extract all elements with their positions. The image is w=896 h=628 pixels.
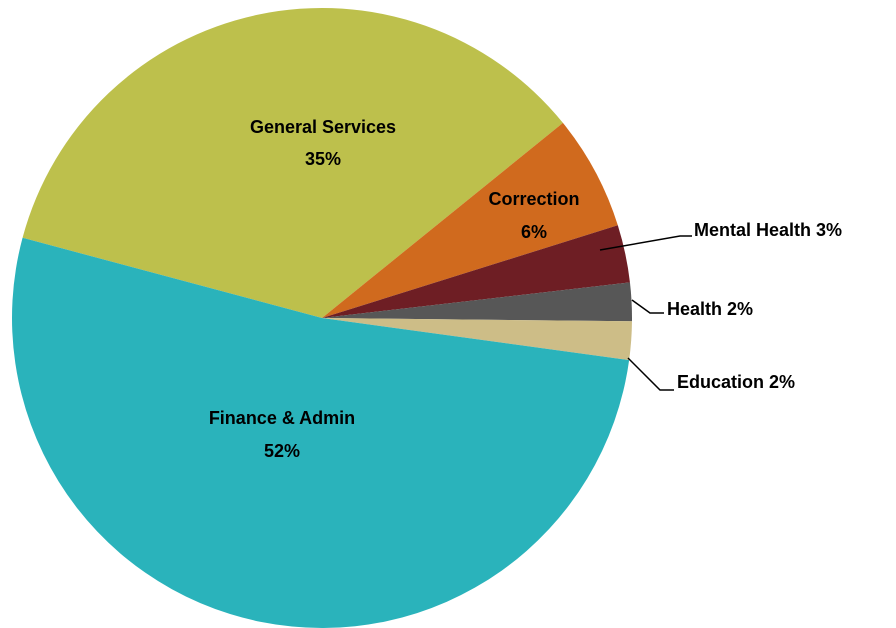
slice-value-label: 3%	[816, 220, 842, 240]
slice-label: Mental Health	[694, 220, 811, 240]
slice-label: General Services	[250, 117, 396, 137]
pie-slice	[322, 318, 632, 361]
pie-slice	[12, 237, 630, 628]
slice-value-label: 2%	[769, 372, 795, 392]
pie-slice	[22, 8, 563, 318]
slice-label: Education	[677, 372, 764, 392]
slice-value-label: 6%	[521, 222, 547, 242]
slice-label: Health	[667, 299, 722, 319]
slice-label: Finance & Admin	[209, 408, 355, 428]
slice-label: Correction	[488, 189, 579, 209]
pie-slice	[322, 282, 632, 322]
slice-label-group: Mental Health 3%	[694, 220, 842, 240]
leader-line	[627, 357, 674, 391]
slice-value-label: 2%	[727, 299, 753, 319]
leader-line	[631, 299, 664, 314]
pie-slice	[322, 122, 618, 318]
pie-slice	[322, 225, 630, 318]
slice-label-group: Health 2%	[667, 299, 753, 319]
slice-value-label: 52%	[264, 441, 300, 461]
leader-line	[599, 235, 692, 251]
slice-value-label: 35%	[305, 149, 341, 169]
slice-label-group: Education 2%	[677, 372, 795, 392]
